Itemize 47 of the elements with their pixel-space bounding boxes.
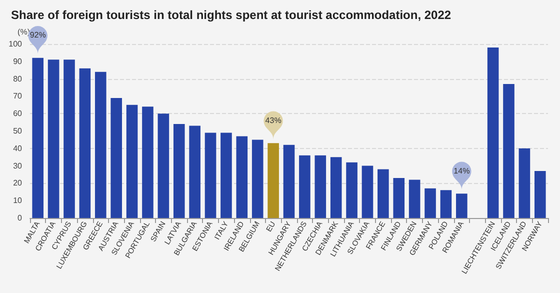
bar bbox=[126, 104, 138, 218]
bar bbox=[283, 144, 295, 218]
bar bbox=[346, 162, 358, 218]
y-tick-label: 0 bbox=[18, 214, 23, 222]
bar bbox=[456, 194, 468, 218]
bar bbox=[518, 148, 530, 218]
y-tick-label: 10 bbox=[13, 196, 23, 206]
bar bbox=[79, 68, 91, 218]
y-tick-label: 100 bbox=[8, 40, 23, 48]
y-tick-label: 40 bbox=[13, 144, 23, 153]
bar bbox=[64, 60, 75, 218]
y-tick-label: 30 bbox=[13, 161, 23, 170]
bar bbox=[236, 136, 248, 218]
bar bbox=[534, 171, 546, 218]
bar bbox=[110, 98, 122, 218]
bar bbox=[378, 169, 389, 218]
y-tick-label: 50 bbox=[13, 126, 23, 136]
bar bbox=[362, 166, 374, 218]
annotation: 14% bbox=[454, 166, 470, 176]
bar bbox=[48, 60, 60, 218]
bar bbox=[189, 126, 200, 218]
bar bbox=[268, 143, 279, 218]
bar bbox=[220, 132, 232, 218]
bar bbox=[330, 157, 342, 218]
bar bbox=[408, 180, 420, 218]
bar bbox=[487, 47, 499, 218]
bar bbox=[94, 72, 106, 218]
bar bbox=[142, 106, 154, 218]
y-tick-label: 80 bbox=[13, 74, 23, 84]
bar bbox=[252, 140, 264, 218]
bar bbox=[299, 155, 310, 218]
y-tick-label: 90 bbox=[13, 56, 23, 66]
annotation: 43% bbox=[265, 116, 282, 125]
bar bbox=[393, 178, 405, 218]
bar bbox=[424, 188, 436, 218]
y-tick-label: 60 bbox=[13, 109, 23, 118]
y-tick-label: 70 bbox=[13, 92, 23, 101]
bar bbox=[440, 190, 452, 218]
bar bbox=[314, 155, 326, 218]
annotation: 92% bbox=[30, 30, 46, 40]
bar bbox=[503, 84, 514, 218]
bar bbox=[32, 58, 44, 218]
y-tick-label: 20 bbox=[13, 178, 23, 188]
bar bbox=[158, 114, 170, 218]
bar bbox=[204, 132, 216, 218]
bar bbox=[173, 124, 185, 218]
chart-title: Share of foreign tourists in total nights spent at tourist accommodation, 2022 bbox=[11, 8, 452, 22]
